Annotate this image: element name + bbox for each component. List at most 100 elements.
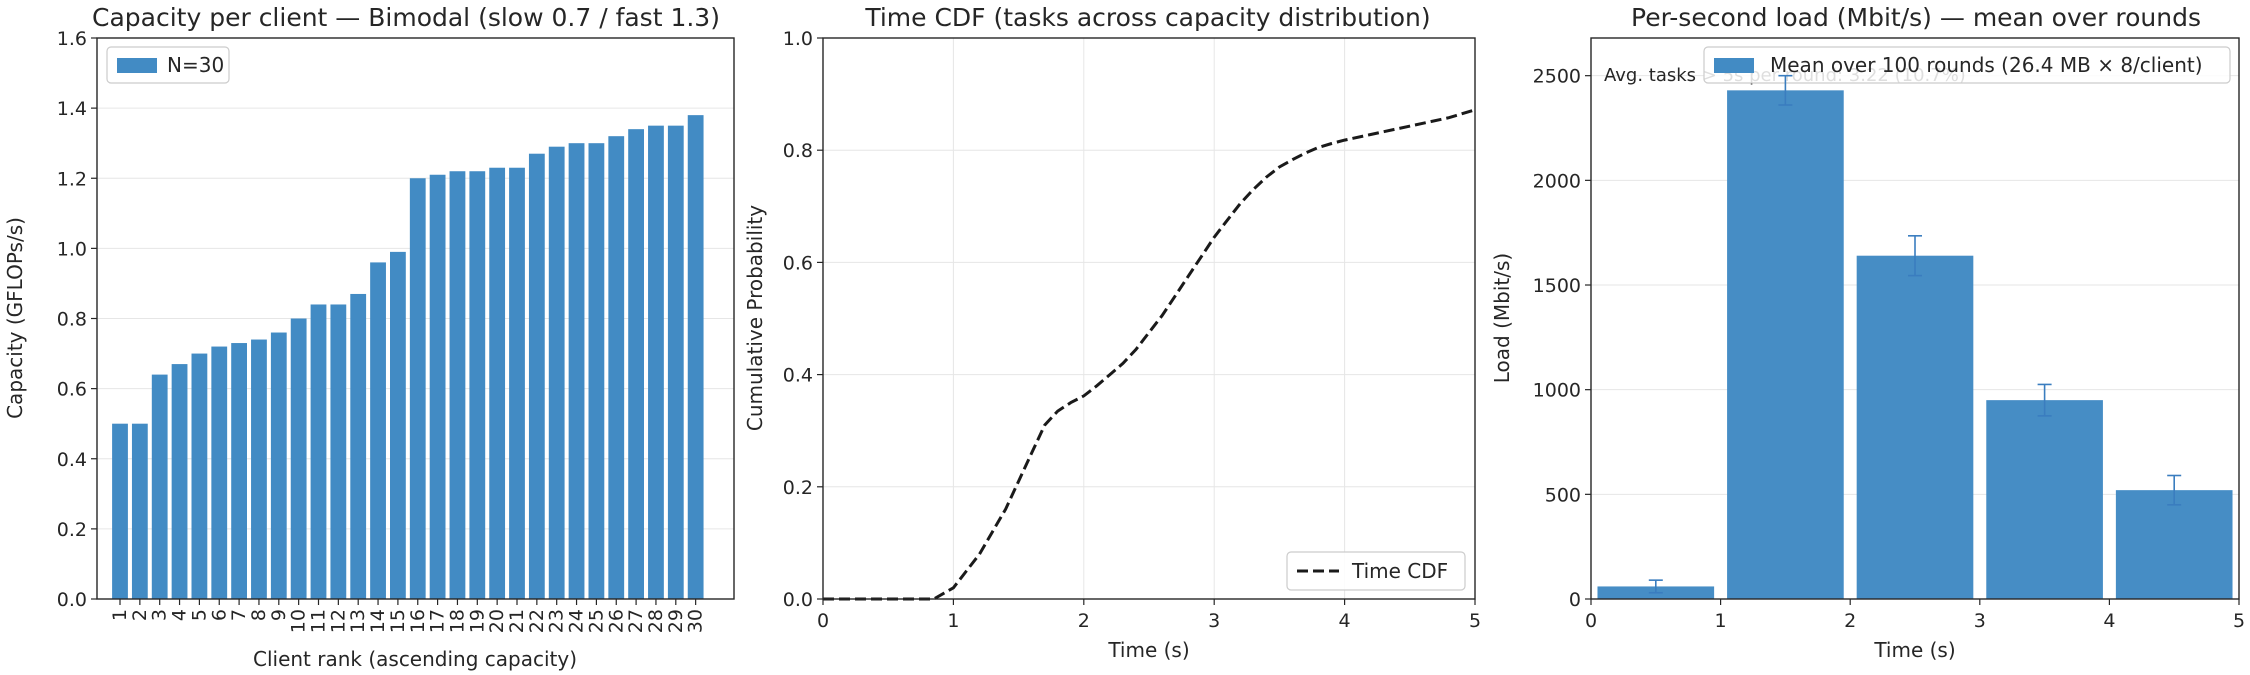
- legend-label: N=30: [167, 53, 224, 77]
- x-tick-label: 2: [1078, 610, 1090, 632]
- x-tick-label: 4: [2103, 610, 2115, 632]
- bar: [568, 143, 585, 599]
- y-tick-label: 2000: [1533, 170, 1581, 192]
- x-tick-label: 3: [1974, 610, 1986, 632]
- legend-box: [106, 46, 230, 84]
- chart-title: Time CDF (tasks across capacity distribu…: [864, 3, 1430, 32]
- y-tick-label: 0.0: [783, 589, 813, 611]
- x-tick-label: 17: [427, 609, 449, 633]
- x-axis-label: Time (s): [1107, 638, 1189, 662]
- x-tick-label: 15: [387, 609, 409, 633]
- bar: [1727, 90, 1844, 599]
- x-tick-label: 29: [665, 609, 687, 633]
- y-tick-label: 0: [1569, 589, 1581, 611]
- y-tick-label: 0.4: [783, 365, 813, 387]
- x-tick-label: 13: [347, 609, 369, 633]
- bar: [290, 318, 307, 599]
- bar: [171, 364, 188, 599]
- bar: [390, 251, 406, 599]
- x-tick-label: 0: [817, 610, 829, 632]
- y-tick-label: 1500: [1533, 275, 1581, 297]
- y-axis-label: Capacity (GFLOPs/s): [3, 217, 27, 419]
- bar: [429, 174, 446, 599]
- series-line-time-cdf: [823, 108, 1476, 601]
- x-tick-label: 20: [486, 609, 508, 633]
- x-tick-label: 8: [248, 609, 270, 621]
- y-tick-label: 1.0: [57, 238, 87, 260]
- x-tick-label: 28: [645, 609, 667, 633]
- x-tick-label: 4: [1339, 610, 1351, 632]
- y-ticks: 0 500 1000 1500 2000 2500: [1533, 66, 1591, 611]
- y-tick-label: 0.6: [57, 379, 87, 401]
- y-tick-label: 0.4: [57, 449, 87, 471]
- x-tick-label: 3: [1208, 610, 1220, 632]
- x-tick-label: 1: [1715, 610, 1727, 632]
- x-tick-label: 16: [407, 609, 429, 633]
- y-tick-label: 1.4: [57, 98, 87, 120]
- x-tick-label: 12: [327, 609, 349, 633]
- x-tick-label: 14: [367, 609, 389, 633]
- legend-label: Time CDF: [1351, 559, 1448, 583]
- bar: [489, 167, 506, 599]
- x-tick-label: 0: [1585, 610, 1597, 632]
- bar: [469, 171, 486, 600]
- bar: [251, 339, 267, 599]
- x-tick-label: 27: [625, 609, 647, 633]
- y-tick-label: 1.2: [57, 168, 87, 190]
- chart-title: Per-second load (Mbit/s) — mean over rou…: [1631, 3, 2201, 32]
- bar: [548, 146, 565, 599]
- legend-swatch: [117, 58, 157, 73]
- bars: [1597, 90, 2233, 600]
- bar: [112, 423, 128, 599]
- panel-load: Per-second load (Mbit/s) — mean over rou…: [1490, 3, 2245, 662]
- bar: [449, 171, 466, 600]
- bar: [608, 136, 625, 600]
- axes-frame: [822, 37, 1476, 600]
- bar: [270, 332, 287, 599]
- y-tick-label: 0.8: [783, 140, 813, 162]
- x-tick-label: 5: [1469, 610, 1481, 632]
- y-tick-label: 2500: [1533, 66, 1581, 88]
- y-tick-label: 500: [1545, 484, 1581, 506]
- x-tick-label: 6: [208, 609, 230, 621]
- x-tick-label: 26: [605, 609, 627, 633]
- bar: [588, 143, 605, 599]
- panel-time-cdf: Time CDF (tasks across capacity distribu…: [743, 3, 1481, 662]
- y-axis-label: Cumulative Probability: [743, 205, 767, 431]
- x-tick-label: 2: [129, 609, 151, 621]
- x-tick-label: 4: [169, 609, 191, 621]
- x-tick-label: 11: [308, 609, 330, 633]
- bar: [528, 153, 545, 600]
- legend-swatch: [1714, 58, 1754, 73]
- bar: [131, 423, 148, 599]
- bar: [231, 343, 247, 599]
- bar: [370, 262, 386, 599]
- y-tick-label: 1000: [1533, 380, 1581, 402]
- bar: [191, 353, 208, 599]
- x-tick-label: 1: [947, 610, 959, 632]
- bar: [509, 167, 525, 599]
- bar: [330, 304, 347, 599]
- x-tick-label: 3: [149, 609, 171, 621]
- bars: [112, 115, 704, 600]
- x-tick-label: 21: [506, 609, 528, 633]
- bar: [1986, 400, 2103, 599]
- x-tick-label: 10: [288, 609, 310, 633]
- panel-capacity: Capacity per client — Bimodal (slow 0.7 …: [3, 3, 735, 671]
- chart-title: Capacity per client — Bimodal (slow 0.7 …: [92, 3, 720, 32]
- legend-box: [1703, 46, 2231, 84]
- x-tick-label: 19: [466, 609, 488, 633]
- legend: Mean over 100 rounds (26.4 MB × 8/client…: [1703, 46, 2231, 84]
- x-axis-label: Client rank (ascending capacity): [253, 647, 577, 671]
- y-tick-label: 0.0: [57, 589, 87, 611]
- x-ticks: 0 1 2 3 4 5: [1585, 599, 2245, 632]
- x-tick-label: 5: [188, 609, 210, 621]
- bar: [409, 178, 426, 599]
- bar: [667, 125, 684, 599]
- bar: [1856, 255, 1974, 600]
- bar: [628, 129, 644, 599]
- y-tick-label: 0.6: [783, 252, 813, 274]
- legend-box: [1286, 551, 1466, 591]
- bar: [211, 346, 228, 599]
